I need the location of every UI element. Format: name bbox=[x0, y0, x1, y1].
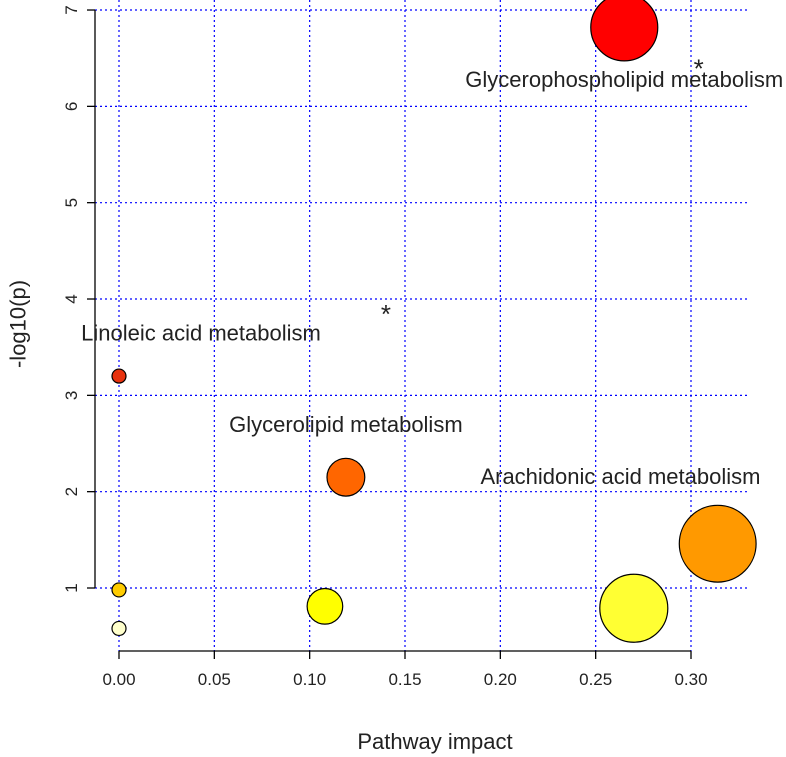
data-point bbox=[326, 457, 366, 497]
y-tick-label: 4 bbox=[62, 294, 81, 303]
significance-star-marker: * bbox=[381, 299, 391, 329]
significance-star-marker: * bbox=[694, 53, 704, 83]
data-points bbox=[111, 0, 757, 643]
point-annotations: Glycerophospholipid metabolism Linoleic a… bbox=[81, 53, 783, 489]
point-annotation-label: Glycerophospholipid metabolism bbox=[465, 67, 783, 92]
data-point bbox=[590, 0, 659, 62]
y-tick-label: 5 bbox=[62, 198, 81, 207]
x-tick-label: 0.05 bbox=[198, 670, 231, 689]
axes: 1 2 3 4 5 6 7 0.00 0.05 0.10 0.15 0.20 0.25 0.30 bbox=[62, 5, 708, 689]
y-tick-label: 2 bbox=[62, 487, 81, 496]
x-axis-title: Pathway impact bbox=[357, 729, 512, 754]
data-point bbox=[111, 582, 127, 598]
x-tick-label: 0.20 bbox=[484, 670, 517, 689]
grid-lines bbox=[95, 0, 748, 651]
data-point bbox=[678, 504, 757, 583]
point-annotation-label: Glycerolipid metabolism bbox=[229, 412, 463, 437]
x-tick-label: 0.30 bbox=[674, 670, 707, 689]
x-tick-label: 0.15 bbox=[388, 670, 421, 689]
data-point bbox=[111, 620, 127, 637]
data-point bbox=[306, 587, 344, 625]
y-tick-label: 6 bbox=[62, 102, 81, 111]
point-annotation-label: Linoleic acid metabolism bbox=[81, 320, 321, 345]
point-annotation-label: Arachidonic acid metabolism bbox=[480, 464, 760, 489]
y-axis-title: -log10(p) bbox=[6, 280, 31, 368]
data-point bbox=[111, 368, 127, 384]
x-tick-label: 0.25 bbox=[579, 670, 612, 689]
x-tick-label: 0.10 bbox=[293, 670, 326, 689]
y-tick-label: 1 bbox=[62, 583, 81, 592]
data-point bbox=[599, 573, 669, 643]
x-tick-label: 0.00 bbox=[102, 670, 135, 689]
y-tick-label: 7 bbox=[62, 5, 81, 14]
y-tick-label: 3 bbox=[62, 391, 81, 400]
